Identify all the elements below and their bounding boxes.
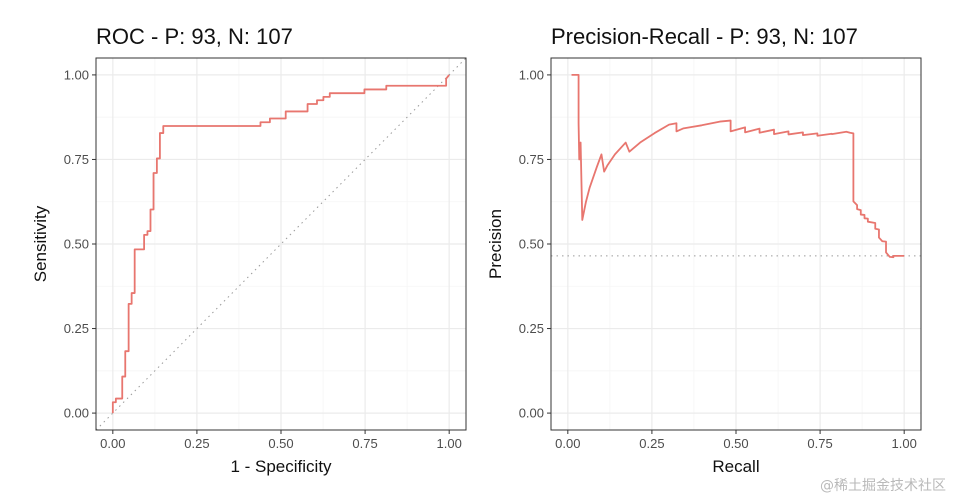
pr-title: Precision-Recall - P: 93, N: 107: [551, 24, 858, 49]
pr-y-tick-label: 1.00: [519, 67, 544, 82]
pr-curve: [571, 74, 905, 259]
roc-y-ticks: 0.00 0.25 0.50 0.75 1.00: [64, 67, 96, 421]
roc-x-tick-label: 0.25: [184, 436, 209, 451]
roc-curve: [111, 74, 450, 414]
pr-y-ticks: 0.00 0.25 0.50 0.75 1.00: [519, 67, 551, 421]
pr-y-axis-title: Precision: [486, 209, 505, 279]
pr-grid: [551, 58, 921, 430]
roc-y-axis-title: Sensitivity: [31, 205, 50, 282]
pr-y-tick-label: 0.25: [519, 321, 544, 336]
pr-x-tick-label: 0.50: [723, 436, 748, 451]
roc-panel: 0.00 0.25 0.50 0.75 1.00 0.00 0.25 0.50 0.75 1.0…: [31, 24, 467, 476]
pr-x-tick-label: 1.00: [892, 436, 917, 451]
roc-x-tick-label: 0.75: [352, 436, 377, 451]
roc-title: ROC - P: 93, N: 107: [96, 24, 293, 49]
roc-y-tick-label: 0.25: [64, 321, 89, 336]
pr-x-tick-label: 0.75: [807, 436, 832, 451]
pr-y-tick-label: 0.75: [519, 152, 544, 167]
roc-x-tick-label: 0.00: [100, 436, 125, 451]
pr-y-tick-label: 0.50: [519, 237, 544, 252]
roc-x-tick-label: 0.50: [268, 436, 293, 451]
pr-y-tick-label: 0.00: [519, 406, 544, 421]
watermark-text: @稀土掘金技术社区: [820, 478, 946, 494]
pr-panel: 0.00 0.25 0.50 0.75 1.00 0.00 0.25 0.50 0.75 1.0…: [486, 24, 922, 476]
roc-x-tick-label: 1.00: [437, 436, 462, 451]
roc-y-tick-label: 0.00: [64, 406, 89, 421]
pr-x-axis-title: Recall: [712, 457, 759, 476]
roc-grid: [96, 58, 466, 430]
roc-x-ticks: 0.00 0.25 0.50 0.75 1.00: [100, 430, 462, 451]
roc-y-tick-label: 0.50: [64, 237, 89, 252]
roc-x-axis-title: 1 - Specificity: [230, 457, 332, 476]
roc-y-tick-label: 1.00: [64, 67, 89, 82]
pr-x-ticks: 0.00 0.25 0.50 0.75 1.00: [555, 430, 917, 451]
pr-x-tick-label: 0.00: [555, 436, 580, 451]
roc-y-tick-label: 0.75: [64, 152, 89, 167]
pr-x-tick-label: 0.25: [639, 436, 664, 451]
